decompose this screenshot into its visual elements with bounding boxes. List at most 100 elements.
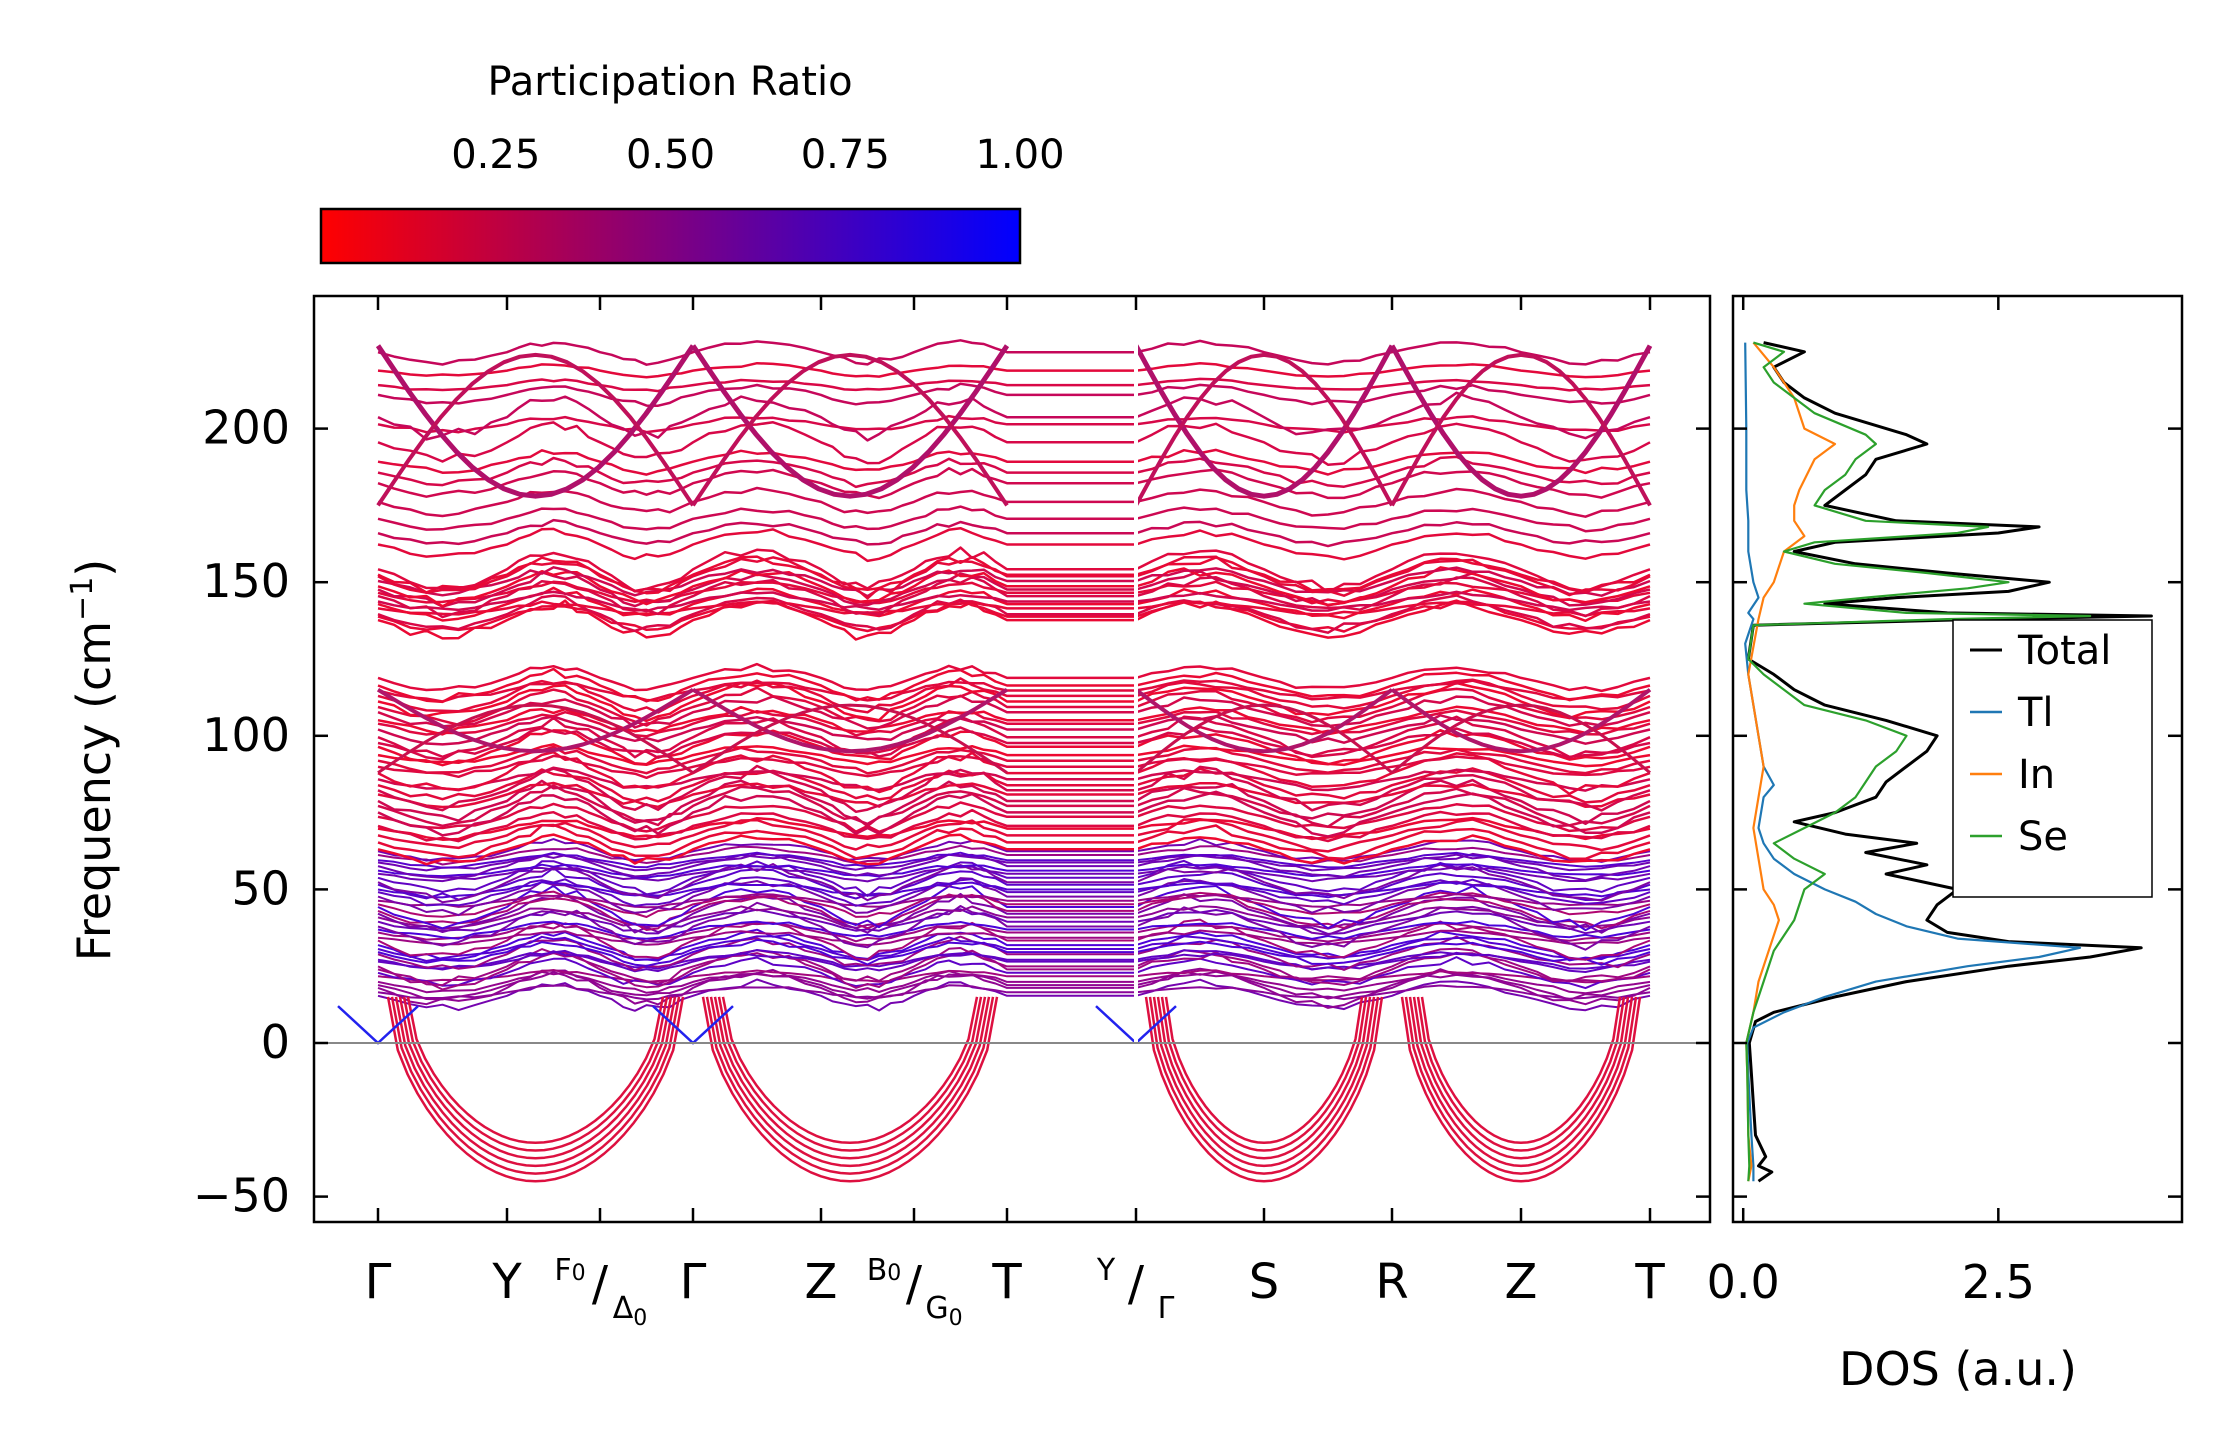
- kpath-label-bottom: Δ0: [613, 1291, 648, 1331]
- band-line: [390, 996, 681, 1175]
- band-line: [377, 877, 1651, 917]
- band-line: [377, 767, 1651, 804]
- band-line: [1400, 996, 1642, 1183]
- band-line: [691, 352, 1009, 507]
- kpath-label: Y: [491, 1254, 522, 1310]
- band-line: [375, 344, 696, 499]
- band-line: [721, 996, 979, 1145]
- colorbar-ticks: 0.25 0.50 0.75 1.00: [451, 132, 1065, 262]
- dispersion-frame: [312, 294, 1712, 1224]
- band-line: [377, 893, 1651, 931]
- kpath-label: R: [1375, 1254, 1408, 1310]
- y-tick-label: 0: [261, 1015, 290, 1069]
- dos-series-total: [1746, 341, 2153, 1183]
- band-line: [705, 996, 995, 1175]
- dos-x-tick-label: 0.0: [1707, 1255, 1780, 1309]
- band-line: [377, 598, 1651, 633]
- band-line: [377, 949, 1651, 971]
- kpath-label: Z: [1505, 1254, 1538, 1310]
- y-tick-labels: −50 0 50 100 150 200: [193, 401, 290, 1223]
- band-line: [377, 694, 1651, 730]
- dos-legend: Total Tl In Se: [1952, 619, 2153, 898]
- y-tick-label: 150: [202, 554, 290, 608]
- kpath-label-split: B0/G0: [867, 1253, 963, 1331]
- band-line: [1135, 703, 1393, 774]
- band-line: [717, 996, 983, 1152]
- band-line: [377, 391, 1651, 442]
- band-line: [377, 844, 1651, 866]
- band-line: [1156, 996, 1372, 1160]
- band-line: [377, 978, 1651, 1012]
- band-line: [377, 920, 1651, 940]
- band-line: [377, 884, 1651, 932]
- band-line: [713, 996, 987, 1160]
- band-line: [1152, 996, 1376, 1168]
- band-line: [377, 851, 1651, 869]
- dos-x-tick-labels: 0.0 2.5: [1707, 1255, 2035, 1309]
- kpath-label: Z: [805, 1254, 838, 1310]
- band-line: [377, 905, 1651, 930]
- band-line: [377, 569, 1651, 608]
- band-line: [377, 863, 1651, 879]
- kpath-label-slash: /: [906, 1256, 923, 1312]
- dos-x-axis-label: DOS (a.u.): [1839, 1342, 2077, 1396]
- band-line: [377, 838, 1651, 863]
- band-line: [377, 801, 1651, 834]
- band-line: [692, 703, 1008, 774]
- dos-series-tl: [1744, 342, 2082, 1182]
- band-line: [377, 421, 1651, 466]
- kpath-label-slash: /: [1128, 1256, 1145, 1312]
- band-line: [406, 996, 665, 1145]
- band-line: [377, 893, 1651, 909]
- band-line: [1390, 688, 1652, 754]
- band-line: [377, 908, 1651, 935]
- band-line: [377, 526, 1651, 563]
- band-line: [1144, 996, 1384, 1183]
- legend-label: In: [2018, 752, 2055, 798]
- band-line: [377, 808, 1651, 843]
- band-line: [377, 518, 1651, 548]
- band-line: [1160, 996, 1368, 1152]
- colorbar-tick-label: 1.00: [975, 132, 1064, 178]
- y-tick-label: 50: [231, 861, 290, 915]
- band-line: [377, 600, 1651, 617]
- band-line: [1416, 996, 1626, 1152]
- band-line: [377, 546, 1651, 594]
- legend-frame: [1952, 619, 2153, 898]
- band-line: [377, 928, 1651, 962]
- band-line: [377, 667, 1651, 704]
- band-line: [377, 377, 1651, 393]
- dos-frame: [1731, 294, 2184, 1224]
- band-line: [377, 745, 1651, 775]
- band-line: [690, 344, 1010, 499]
- kpath-label-split: F0/Δ0: [554, 1253, 647, 1331]
- kpath-label-split: Y / Γ: [1096, 1253, 1175, 1326]
- kpath-label-bottom: Γ: [1158, 1291, 1175, 1326]
- band-line: [377, 876, 1651, 907]
- band-line: [377, 586, 1651, 623]
- band-line: [377, 929, 1651, 946]
- band-line: [377, 679, 1651, 703]
- dos-axis-ticks: [1733, 296, 2182, 1222]
- kpath-label: S: [1249, 1254, 1279, 1310]
- band-line: [1133, 344, 1395, 499]
- kpath-labels: Γ Y F0/Δ0Γ Z B0/G0T Y / Γ S R Z T: [365, 1253, 1666, 1331]
- kpath-label: T: [1634, 1254, 1665, 1310]
- band-line: [377, 781, 1651, 809]
- colorbar-gradient: [319, 207, 1022, 265]
- band-line: [398, 996, 673, 1160]
- dispersion-axis-ticks: [314, 296, 1710, 1222]
- legend-label: Tl: [2017, 690, 2054, 736]
- band-line: [1391, 703, 1651, 774]
- band-line: [377, 590, 1651, 613]
- band-line: [377, 467, 1651, 500]
- band-line: [377, 486, 1651, 518]
- band-line: [376, 687, 695, 754]
- colorbar-title: Participation Ratio: [487, 59, 852, 105]
- band-line: [377, 970, 1651, 995]
- kpath-label: T: [991, 1254, 1022, 1310]
- band-line: [1134, 352, 1394, 507]
- band-line: [1164, 996, 1364, 1145]
